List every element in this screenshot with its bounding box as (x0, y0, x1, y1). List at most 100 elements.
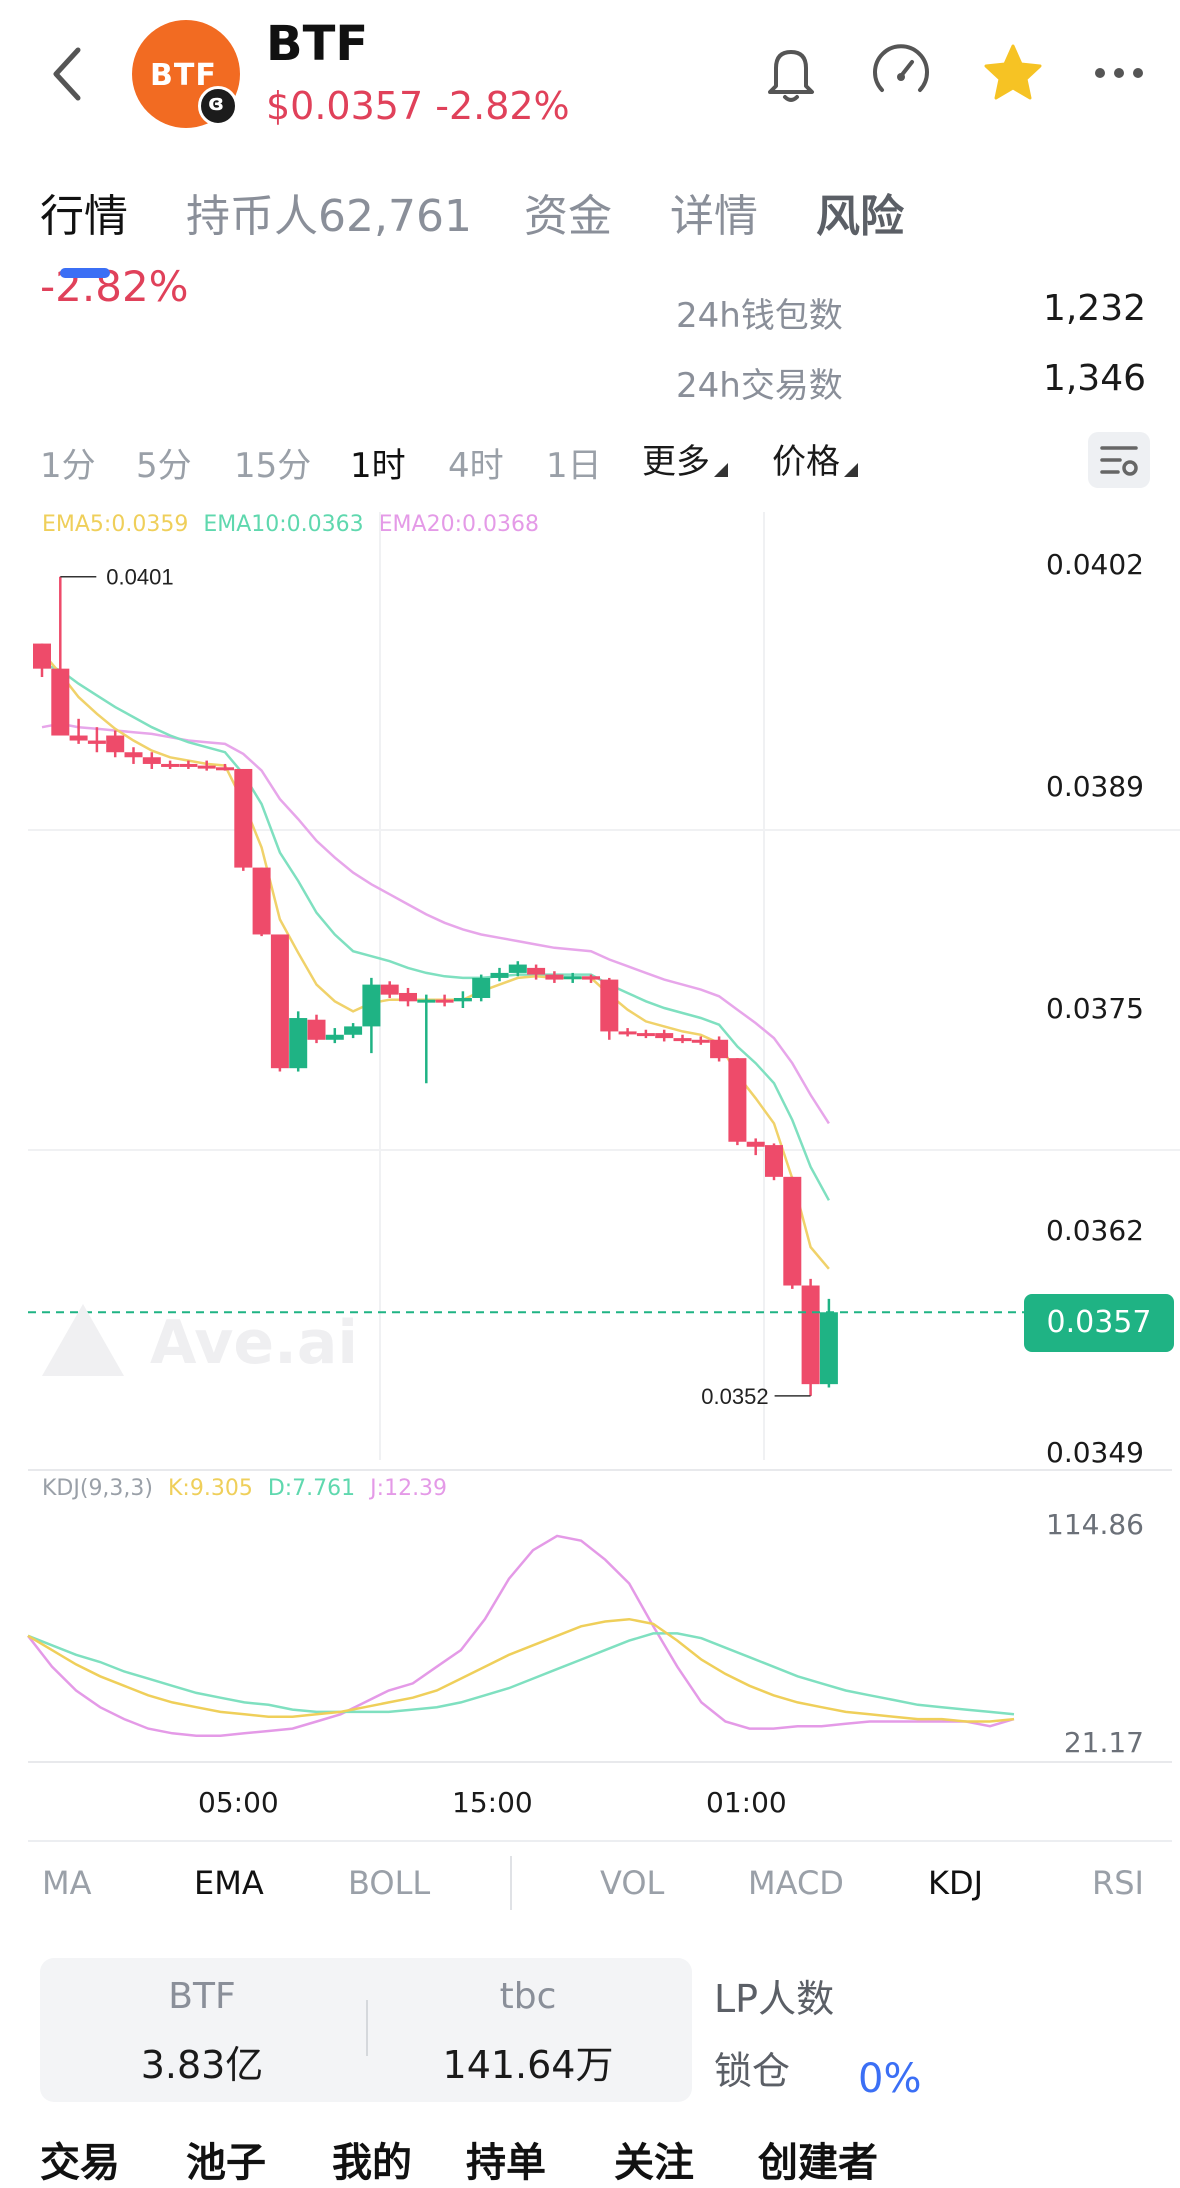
candle-body (508, 964, 527, 973)
stat-wallets-value: 1,232 (1042, 288, 1146, 329)
candle-body (33, 643, 51, 669)
y-tick: 0.0402 (1046, 548, 1144, 581)
candle-body (380, 984, 399, 995)
candle-body (179, 763, 198, 767)
candle-body (142, 757, 161, 764)
tab-risk[interactable]: 风险 (816, 191, 904, 242)
candle-body (490, 972, 509, 978)
candlestick-chart[interactable]: 0.0401 0.0352 (0, 500, 1180, 1480)
token1-value: 3.83亿 (140, 2043, 264, 2087)
ema10-line (41, 662, 830, 1201)
more-dropdown[interactable]: 更多 (642, 434, 728, 483)
candle-body (325, 1034, 344, 1040)
candle-body (582, 976, 600, 980)
tab-holders[interactable]: 持币人62,761 (186, 191, 472, 242)
candle-body (765, 1145, 783, 1177)
gauge-icon[interactable] (868, 40, 934, 106)
divider (28, 1840, 1172, 1842)
kdj-y-low: 21.17 (1063, 1726, 1144, 1759)
ema-legend: EMA5:0.0359 EMA10:0.0363 EMA20:0.0368 (42, 512, 539, 537)
low-marker-label: 0.0352 (701, 1384, 768, 1409)
y-tick: 0.0375 (1046, 992, 1144, 1025)
candle-body (289, 1018, 308, 1069)
candle-body (819, 1312, 838, 1385)
token-price: $0.0357 (266, 84, 424, 128)
candle-body (655, 1033, 674, 1039)
interval-1m[interactable]: 1分 (40, 446, 96, 486)
indicator-tab-kdj[interactable]: KDJ (928, 1864, 984, 1902)
footer-tab[interactable]: 池子 (186, 2140, 266, 2186)
indicator-tab-rsi[interactable]: RSI (1092, 1864, 1144, 1902)
logo-text: BTF (150, 58, 217, 93)
stat-trades-value: 1,346 (1042, 358, 1146, 399)
divider (366, 2000, 368, 2056)
candle-body (124, 752, 143, 758)
footer-tab[interactable]: 我的 (332, 2140, 412, 2186)
token2-value: 141.64万 (442, 2043, 614, 2087)
bell-icon[interactable] (758, 40, 824, 106)
interval-5m[interactable]: 5分 (136, 446, 192, 486)
kdj-label: KDJ(9,3,3) (42, 1476, 153, 1501)
candle-body (673, 1038, 692, 1042)
interval-1d[interactable]: 1日 (546, 446, 602, 486)
candle-body (527, 967, 546, 975)
kdj-k-line (27, 1617, 1015, 1723)
indicator-tab-boll[interactable]: BOLL (348, 1864, 431, 1902)
candle-body (417, 999, 436, 1003)
candle-body (472, 977, 491, 998)
candle-body (399, 992, 417, 1002)
footer-tab[interactable]: 交易 (40, 2140, 120, 2186)
candle-body (435, 999, 454, 1003)
candle-body (344, 1026, 363, 1035)
tab-market[interactable]: 行情 (40, 191, 128, 242)
candle-body (87, 740, 106, 744)
footer-tab[interactable]: 持单 (466, 2140, 546, 2186)
high-marker-label: 0.0401 (106, 565, 173, 590)
footer-tab[interactable]: 创建者 (758, 2140, 878, 2186)
divider (510, 1856, 512, 1910)
price-dropdown[interactable]: 价格 (772, 434, 858, 483)
interval-1h[interactable]: 1时 (350, 446, 406, 486)
candle-body (161, 763, 180, 767)
candle-body (728, 1058, 747, 1142)
kdj-k-label: K:9.305 (168, 1476, 253, 1501)
kdj-j-line (27, 1534, 1015, 1737)
ema5-label: EMA5:0.0359 (42, 512, 189, 537)
interval-4h[interactable]: 4时 (448, 446, 504, 486)
candle-body (362, 984, 381, 1027)
kdj-y-high: 114.86 (1046, 1508, 1144, 1541)
caret-down-icon (844, 463, 858, 477)
interval-15m[interactable]: 15分 (234, 446, 312, 486)
candle-body (270, 934, 289, 1069)
chain-badge-glyph: ɞ (208, 91, 225, 116)
candle-body (545, 974, 564, 980)
candle-body (234, 768, 253, 868)
candle-body (618, 1031, 637, 1035)
ema20-label: EMA20:0.0368 (378, 512, 539, 537)
ema20-line (41, 722, 830, 1125)
watermark-text: Ave.ai (150, 1308, 358, 1378)
candle-body (216, 767, 234, 771)
tab-details[interactable]: 详情 (670, 191, 758, 242)
candle-body (636, 1033, 655, 1037)
back-icon[interactable] (48, 44, 88, 104)
star-icon[interactable] (980, 40, 1046, 106)
lock-label: 锁仓 (714, 2049, 791, 2093)
indicator-tab-ma[interactable]: MA (42, 1864, 92, 1902)
candle-body (252, 867, 271, 935)
kdj-d-label: D:7.761 (267, 1476, 356, 1501)
last-price-tag: 0.0357 (1024, 1294, 1174, 1352)
indicator-tab-macd[interactable]: MACD (748, 1864, 844, 1902)
x-tick: 15:00 (452, 1786, 533, 1819)
kdj-chart (27, 1534, 1172, 1763)
chart-settings-icon[interactable] (1088, 432, 1150, 488)
candle-body (746, 1141, 765, 1147)
indicator-tab-vol[interactable]: VOL (600, 1864, 665, 1902)
more-icon[interactable] (1086, 40, 1152, 106)
footer-tab[interactable]: 关注 (614, 2140, 694, 2186)
candle-body (69, 735, 88, 741)
indicator-tab-ema[interactable]: EMA (194, 1864, 264, 1902)
kdj-j-label: J:12.39 (370, 1476, 448, 1501)
tab-funds[interactable]: 资金 (524, 191, 612, 242)
ema5-line (41, 651, 830, 1270)
